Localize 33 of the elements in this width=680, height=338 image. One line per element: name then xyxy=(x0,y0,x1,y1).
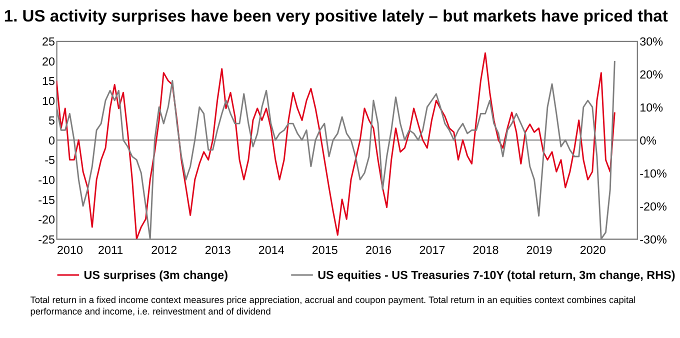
y2-tick-label: 20% xyxy=(640,68,663,82)
x-tick-label: 2019 xyxy=(526,244,552,258)
y2-tick-label: -10% xyxy=(640,167,667,180)
y-tick-label: 10 xyxy=(42,94,56,108)
y-tick-label: 15 xyxy=(42,75,56,88)
x-tick-label: 2011 xyxy=(98,244,124,258)
y-tick-label: 0 xyxy=(48,134,56,148)
y-tick-label: -15 xyxy=(38,194,56,207)
y-tick-label: 5 xyxy=(48,114,56,128)
x-tick-label: 2015 xyxy=(312,244,338,258)
y-tick-label: -10 xyxy=(38,174,56,187)
x-tick-label: 2016 xyxy=(365,244,392,258)
y2-tick-label: 0% xyxy=(640,134,656,148)
y-tick-label: -20 xyxy=(38,214,56,227)
y-tick-label: 20 xyxy=(42,55,56,68)
y2-tick-label: 30% xyxy=(640,36,663,49)
y-tick-label: -5 xyxy=(44,154,56,168)
x-tick-label: 2013 xyxy=(204,244,231,258)
x-tick-label: 2014 xyxy=(258,244,285,258)
y-tick-label: 25 xyxy=(42,36,56,49)
y2-tick-label: 10% xyxy=(640,101,663,114)
y2-tick-label: -30% xyxy=(640,233,667,246)
text: Total return in a fixed income context measures price appreciation, accrual and coupon payment. Total return in an equities context combines capital performance and income, i.e. reinvestment and of dividend xyxy=(30,295,636,316)
x-tick-label: 2017 xyxy=(419,244,446,258)
x-tick-label: 2012 xyxy=(151,244,178,258)
x-tick-label: 2018 xyxy=(472,244,499,258)
legend-label: US equities - US Treasuries 7-10Y (total return, 3m change, RHS) xyxy=(318,268,676,282)
y2-tick-label: -20% xyxy=(640,200,667,214)
legend-label: US surprises (3m change) xyxy=(84,268,228,282)
x-tick-label: 2020 xyxy=(580,244,606,258)
x-tick-label: 2010 xyxy=(56,244,84,258)
chart-title: 1. US activity surprises have been very positive lately – but markets have priced that xyxy=(4,6,668,26)
y-tick-label: -25 xyxy=(38,233,56,246)
